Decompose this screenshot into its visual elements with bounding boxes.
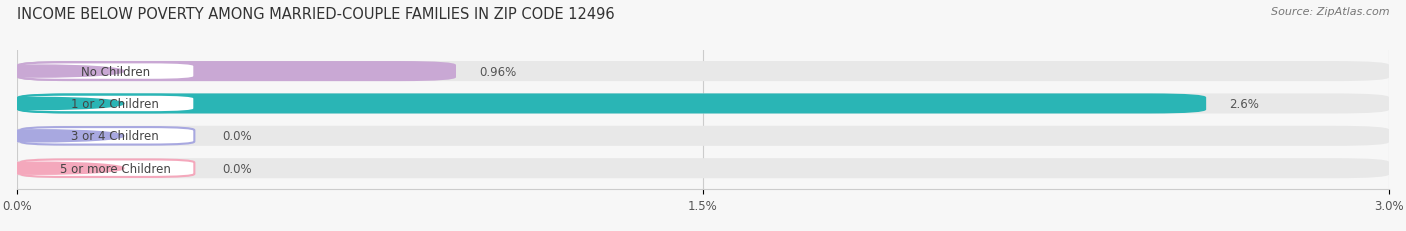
Text: INCOME BELOW POVERTY AMONG MARRIED-COUPLE FAMILIES IN ZIP CODE 12496: INCOME BELOW POVERTY AMONG MARRIED-COUPL… <box>17 7 614 22</box>
Circle shape <box>0 130 124 142</box>
Circle shape <box>0 66 124 78</box>
FancyBboxPatch shape <box>17 94 1389 114</box>
Circle shape <box>0 98 124 110</box>
Text: 2.6%: 2.6% <box>1229 97 1258 110</box>
Text: No Children: No Children <box>80 65 150 78</box>
Text: 0.0%: 0.0% <box>222 162 252 175</box>
Text: 5 or more Children: 5 or more Children <box>60 162 170 175</box>
Text: Source: ZipAtlas.com: Source: ZipAtlas.com <box>1271 7 1389 17</box>
FancyBboxPatch shape <box>21 95 194 113</box>
FancyBboxPatch shape <box>17 62 456 82</box>
Text: 3 or 4 Children: 3 or 4 Children <box>72 130 159 143</box>
FancyBboxPatch shape <box>21 63 194 80</box>
Text: 0.0%: 0.0% <box>222 130 252 143</box>
Text: 0.96%: 0.96% <box>479 65 516 78</box>
FancyBboxPatch shape <box>17 94 1206 114</box>
FancyBboxPatch shape <box>21 128 194 145</box>
FancyBboxPatch shape <box>17 126 1389 146</box>
Text: 1 or 2 Children: 1 or 2 Children <box>72 97 159 110</box>
Circle shape <box>0 162 124 174</box>
FancyBboxPatch shape <box>17 62 1389 82</box>
FancyBboxPatch shape <box>21 160 194 177</box>
FancyBboxPatch shape <box>17 158 1389 179</box>
